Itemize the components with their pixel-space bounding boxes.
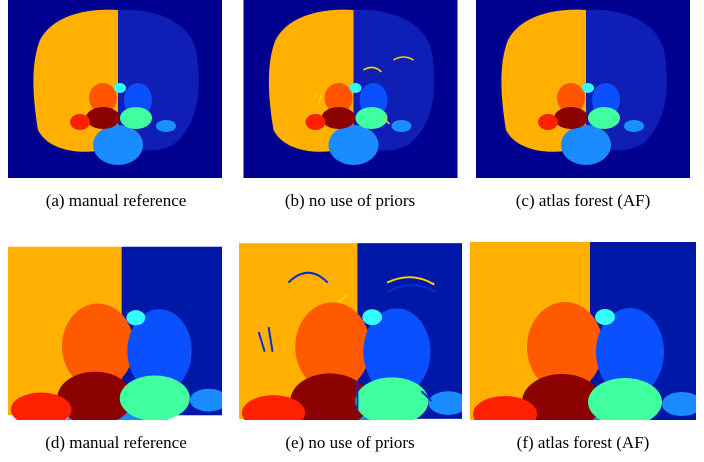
image-c: [476, 0, 690, 178]
page: {"panels": [ {"caption": "(a) manual ref…: [0, 0, 704, 462]
figure: (a) manual reference (b) no use of prior…: [0, 0, 704, 462]
caption: (c) atlas forest (AF): [516, 191, 651, 210]
caption: (f) atlas forest (AF): [517, 433, 650, 452]
image-e: [239, 243, 468, 462]
caption: (e) no use of priors: [285, 433, 414, 452]
caption: (d) manual reference: [45, 433, 187, 452]
image-f: [470, 242, 702, 462]
image-a: [8, 0, 222, 178]
image-d: [8, 247, 228, 462]
caption: (b) no use of priors: [285, 191, 415, 210]
caption: (a) manual reference: [46, 191, 187, 210]
image-b: [244, 0, 458, 178]
